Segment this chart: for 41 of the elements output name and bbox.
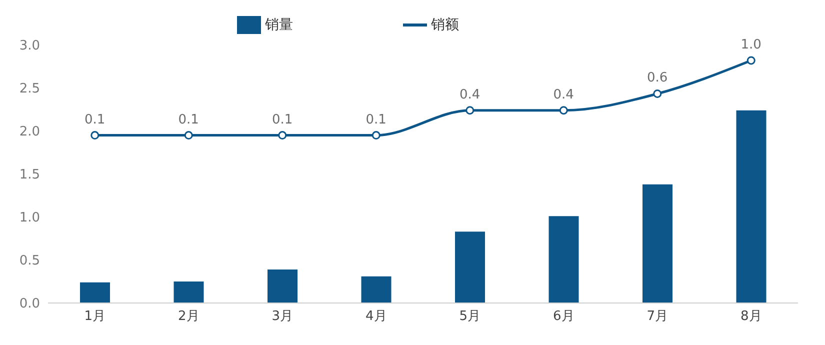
y-tick-label: 3.0 xyxy=(19,38,40,54)
bar xyxy=(361,276,392,303)
y-tick-label: 0.5 xyxy=(19,254,40,269)
y-tick-label: 2.0 xyxy=(19,124,40,140)
bar xyxy=(174,282,204,303)
legend-label: 销额 xyxy=(431,16,459,33)
data-label: 0.6 xyxy=(647,70,668,86)
data-label: 0.1 xyxy=(178,112,199,128)
data-label: 0.4 xyxy=(553,87,574,102)
data-label: 0.1 xyxy=(272,112,293,128)
data-label: 0.4 xyxy=(460,87,480,102)
data-label: 1.0 xyxy=(740,37,762,52)
point xyxy=(466,106,474,115)
legend-label: 销量 xyxy=(265,16,293,33)
x-tick-label: 5月 xyxy=(459,309,481,324)
bar xyxy=(736,110,766,303)
bar xyxy=(642,184,672,303)
point xyxy=(559,106,568,115)
point xyxy=(184,131,193,140)
bar xyxy=(268,269,298,303)
x-tick-label: 7月 xyxy=(646,309,668,324)
x-tick-label: 2月 xyxy=(178,309,200,324)
bar xyxy=(455,232,485,303)
data-label: 0.1 xyxy=(366,112,386,128)
y-tick-label: 2.5 xyxy=(19,82,40,97)
point xyxy=(278,131,287,140)
x-tick-label: 3月 xyxy=(272,309,294,324)
x-tick-label: 1月 xyxy=(84,309,106,324)
x-tick-label: 4月 xyxy=(365,309,387,324)
y-tick-label: 0.0 xyxy=(19,296,40,312)
x-tick-label: 6月 xyxy=(552,309,574,324)
point xyxy=(653,89,662,98)
point xyxy=(90,131,100,140)
y-tick-label: 1.0 xyxy=(19,210,40,226)
data-label: 0.1 xyxy=(84,112,106,128)
point xyxy=(746,56,756,65)
x-tick-label: 8月 xyxy=(740,309,762,324)
bar xyxy=(548,216,579,303)
bar xyxy=(80,282,110,303)
y-tick-label: 1.5 xyxy=(19,168,40,183)
point xyxy=(372,131,380,140)
